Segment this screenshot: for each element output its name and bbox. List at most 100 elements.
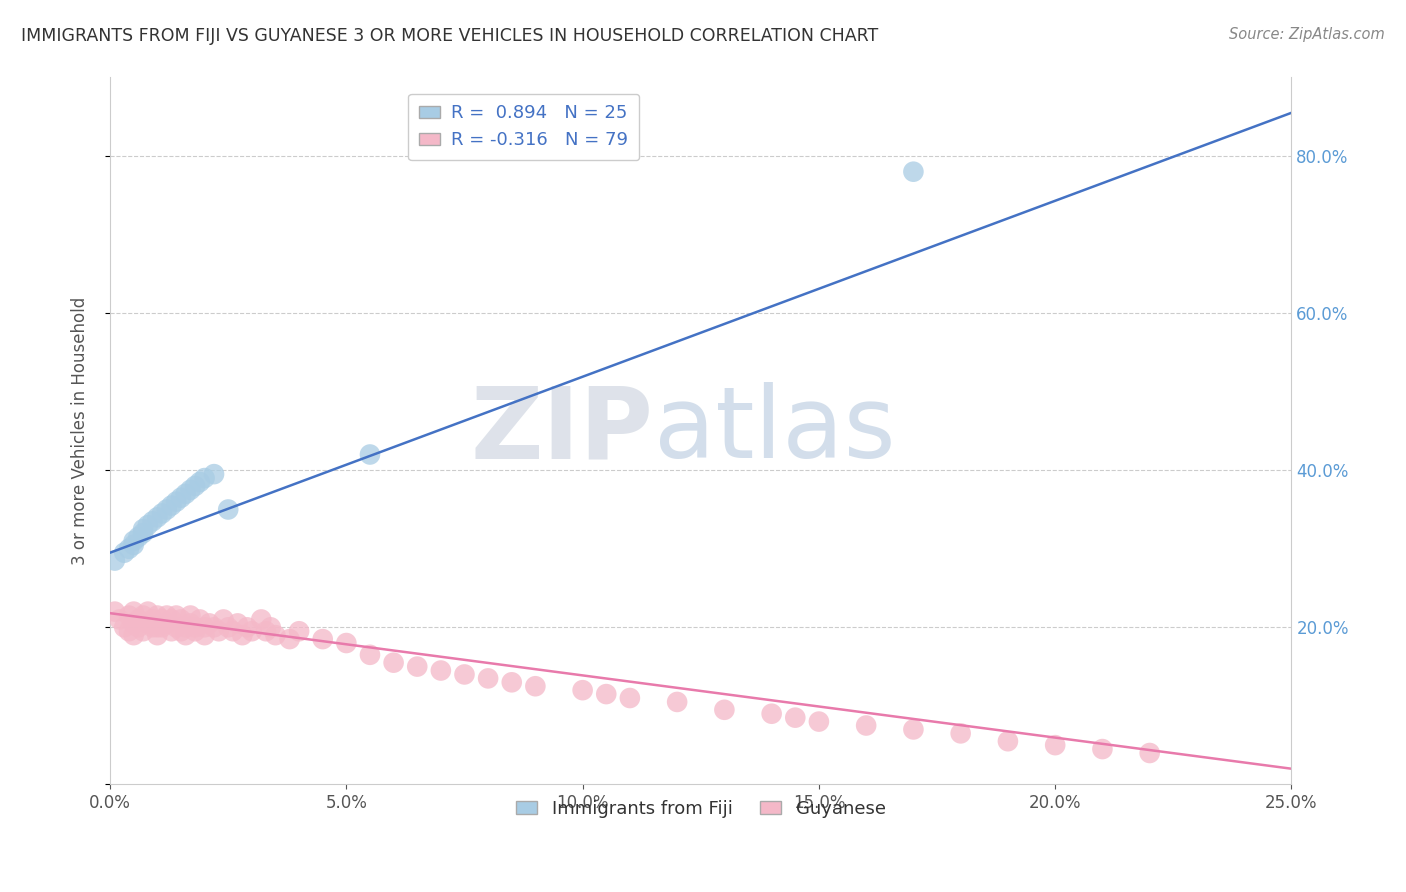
Point: [501, 675, 523, 690]
Point: [118, 541, 141, 556]
Point: [156, 502, 179, 516]
Point: [194, 620, 217, 634]
Point: [212, 612, 235, 626]
Point: [165, 494, 187, 508]
Point: [188, 612, 211, 626]
Point: [359, 648, 381, 662]
Point: [619, 691, 641, 706]
Point: [122, 628, 145, 642]
Point: [150, 620, 173, 634]
Point: [122, 538, 145, 552]
Point: [264, 628, 287, 642]
Point: [160, 624, 183, 639]
Point: [194, 471, 217, 485]
Point: [174, 487, 197, 501]
Point: [122, 616, 145, 631]
Point: [170, 491, 193, 505]
Point: [136, 518, 159, 533]
Point: [179, 616, 201, 631]
Point: [184, 624, 207, 639]
Point: [713, 703, 735, 717]
Point: [160, 499, 183, 513]
Point: [112, 546, 135, 560]
Point: [477, 672, 499, 686]
Point: [142, 612, 165, 626]
Point: [222, 624, 245, 639]
Point: [160, 612, 183, 626]
Point: [855, 718, 877, 732]
Point: [104, 605, 127, 619]
Point: [406, 659, 429, 673]
Point: [785, 711, 807, 725]
Point: [198, 616, 221, 631]
Point: [132, 522, 155, 536]
Point: [1091, 742, 1114, 756]
Point: [122, 533, 145, 548]
Point: [312, 632, 335, 646]
Point: [132, 624, 155, 639]
Point: [122, 605, 145, 619]
Point: [188, 475, 211, 489]
Point: [231, 628, 253, 642]
Point: [250, 612, 273, 626]
Point: [1139, 746, 1161, 760]
Point: [127, 620, 149, 634]
Text: IMMIGRANTS FROM FIJI VS GUYANESE 3 OR MORE VEHICLES IN HOUSEHOLD CORRELATION CHA: IMMIGRANTS FROM FIJI VS GUYANESE 3 OR MO…: [21, 27, 879, 45]
Point: [217, 620, 239, 634]
Point: [226, 616, 249, 631]
Point: [142, 620, 165, 634]
Point: [150, 507, 173, 521]
Point: [903, 723, 925, 737]
Y-axis label: 3 or more Vehicles in Household: 3 or more Vehicles in Household: [72, 297, 89, 565]
Point: [761, 706, 783, 721]
Point: [156, 616, 179, 631]
Point: [146, 608, 169, 623]
Point: [112, 620, 135, 634]
Point: [132, 608, 155, 623]
Point: [208, 624, 231, 639]
Text: Source: ZipAtlas.com: Source: ZipAtlas.com: [1229, 27, 1385, 42]
Point: [146, 628, 169, 642]
Point: [132, 526, 155, 541]
Point: [359, 448, 381, 462]
Point: [949, 726, 972, 740]
Point: [184, 479, 207, 493]
Point: [170, 612, 193, 626]
Point: [165, 620, 187, 634]
Point: [127, 612, 149, 626]
Point: [127, 530, 149, 544]
Point: [254, 624, 277, 639]
Point: [997, 734, 1019, 748]
Point: [170, 624, 193, 639]
Text: ZIP: ZIP: [471, 383, 654, 479]
Point: [288, 624, 311, 639]
Point: [146, 620, 169, 634]
Point: [335, 636, 357, 650]
Point: [807, 714, 830, 729]
Point: [260, 620, 283, 634]
Point: [174, 620, 197, 634]
Point: [217, 502, 239, 516]
Point: [571, 683, 593, 698]
Point: [1043, 738, 1066, 752]
Point: [382, 656, 405, 670]
Text: atlas: atlas: [654, 383, 896, 479]
Legend: Immigrants from Fiji, Guyanese: Immigrants from Fiji, Guyanese: [509, 792, 893, 825]
Point: [136, 605, 159, 619]
Point: [150, 612, 173, 626]
Point: [666, 695, 689, 709]
Point: [146, 510, 169, 524]
Point: [524, 679, 547, 693]
Point: [202, 467, 225, 482]
Point: [118, 624, 141, 639]
Point: [174, 628, 197, 642]
Point: [453, 667, 475, 681]
Point: [179, 483, 201, 497]
Point: [118, 608, 141, 623]
Point: [430, 664, 453, 678]
Point: [903, 164, 925, 178]
Point: [194, 628, 217, 642]
Point: [108, 612, 131, 626]
Point: [104, 553, 127, 567]
Point: [156, 608, 179, 623]
